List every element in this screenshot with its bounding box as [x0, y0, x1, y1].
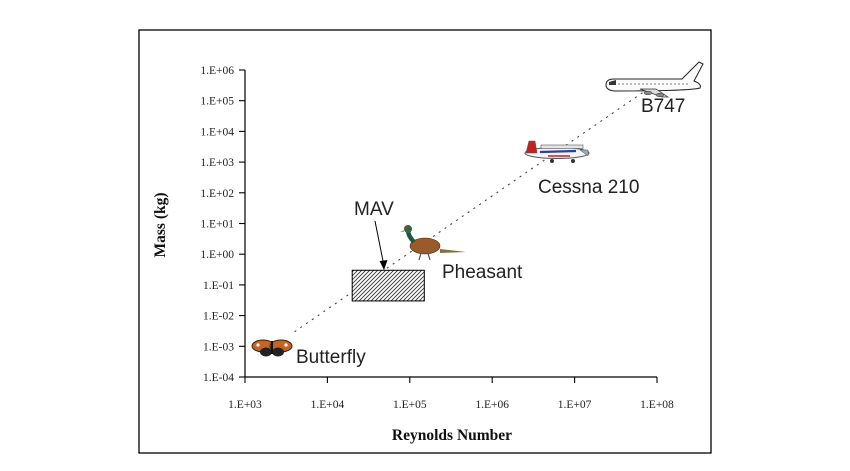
y-axis-ticks: 1.E-04 1.E-03 1.E-02 1.E-01 1.E+00 1.E+01 1.E+…	[200, 65, 245, 384]
y-tick-label: 1.E+02	[200, 188, 234, 200]
mav-label: MAV	[354, 199, 394, 220]
label-butterfly: Butterfly	[296, 347, 366, 368]
y-tick-label: 1.E+06	[200, 65, 234, 77]
y-tick-label: 1.E+03	[200, 157, 234, 169]
y-tick-label: 1.E-04	[203, 372, 234, 384]
label-pheasant: Pheasant	[442, 262, 523, 283]
mav-arrowhead-icon	[379, 260, 388, 270]
mav-region	[351, 269, 425, 302]
y-tick-label: 1.E+01	[200, 219, 234, 231]
y-tick-label: 1.E-03	[203, 341, 234, 353]
pheasant-icon	[400, 225, 466, 261]
y-tick-label: 1.E+00	[200, 249, 234, 261]
x-tick-label: 1.E+03	[228, 399, 262, 411]
x-tick-label: 1.E+08	[640, 399, 674, 411]
y-tick-label: 1.E+05	[200, 96, 234, 108]
label-b747: B747	[641, 96, 685, 117]
x-axis-label: Reynolds Number	[392, 427, 512, 444]
x-tick-label: 1.E+05	[393, 399, 427, 411]
y-axis-label: Mass (kg)	[152, 192, 169, 257]
x-tick-label: 1.E+07	[558, 399, 592, 411]
b747-icon	[605, 61, 704, 98]
y-tick-label: 1.E-01	[203, 280, 234, 292]
x-axis-ticks: 1.E+03 1.E+04 1.E+05 1.E+06 1.E+07 1.E+08	[228, 377, 674, 411]
label-cessna-210: Cessna 210	[538, 177, 639, 198]
mav-arrow	[374, 220, 385, 267]
x-tick-label: 1.E+06	[475, 399, 509, 411]
x-tick-label: 1.E+04	[311, 399, 345, 411]
cessna-icon	[524, 140, 590, 163]
y-tick-label: 1.E-02	[203, 311, 234, 323]
butterfly-icon	[251, 339, 293, 357]
y-tick-label: 1.E+04	[200, 126, 234, 138]
